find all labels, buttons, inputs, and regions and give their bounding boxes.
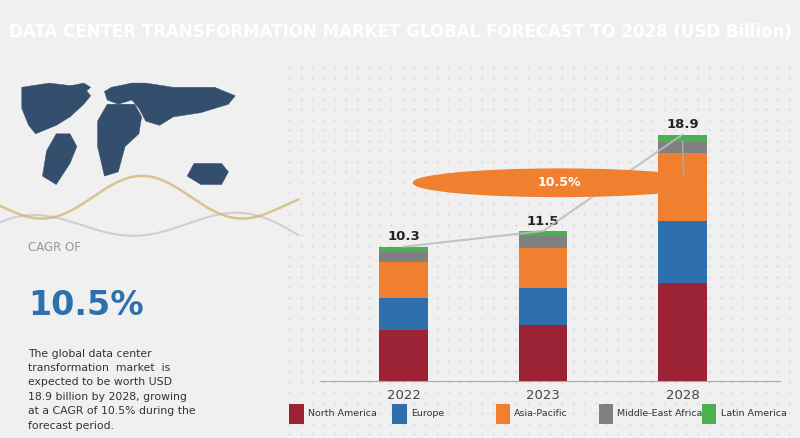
Bar (518, 325, 567, 381)
Text: 10.3: 10.3 (387, 230, 420, 244)
Bar (379, 330, 428, 381)
FancyBboxPatch shape (392, 404, 407, 424)
Bar (379, 247, 428, 252)
Polygon shape (98, 104, 142, 176)
Bar (379, 252, 428, 262)
Polygon shape (63, 83, 90, 93)
Bar (518, 289, 567, 325)
Polygon shape (105, 83, 139, 104)
Polygon shape (22, 83, 90, 134)
Text: 10.5%: 10.5% (29, 289, 144, 322)
Bar (658, 153, 707, 221)
FancyBboxPatch shape (289, 404, 304, 424)
Text: Europe: Europe (411, 410, 444, 418)
Text: North America: North America (308, 410, 377, 418)
Bar (658, 134, 707, 141)
FancyBboxPatch shape (598, 404, 614, 424)
Polygon shape (42, 134, 77, 184)
Bar (518, 248, 567, 289)
Bar (658, 283, 707, 381)
Text: The global data center
transformation  market  is
expected to be worth USD
18.9 : The global data center transformation ma… (29, 349, 196, 431)
Text: 11.5: 11.5 (526, 215, 559, 228)
FancyBboxPatch shape (495, 404, 510, 424)
FancyBboxPatch shape (702, 404, 717, 424)
Text: Middle-East Africa: Middle-East Africa (618, 410, 702, 418)
Polygon shape (125, 83, 235, 125)
Bar (658, 221, 707, 283)
Text: CAGR OF: CAGR OF (29, 241, 82, 254)
Circle shape (414, 169, 706, 197)
Text: 18.9: 18.9 (666, 118, 698, 131)
Text: 10.5%: 10.5% (538, 176, 582, 189)
Bar (658, 141, 707, 153)
Text: DATA CENTER TRANSFORMATION MARKET GLOBAL FORECAST TO 2028 (USD Billion): DATA CENTER TRANSFORMATION MARKET GLOBAL… (9, 23, 791, 41)
Bar (518, 231, 567, 236)
Bar (379, 262, 428, 297)
Text: Asia-Pacific: Asia-Pacific (514, 410, 568, 418)
Text: Latin America: Latin America (721, 410, 786, 418)
Polygon shape (187, 163, 229, 184)
Bar (518, 236, 567, 248)
Bar (379, 297, 428, 330)
